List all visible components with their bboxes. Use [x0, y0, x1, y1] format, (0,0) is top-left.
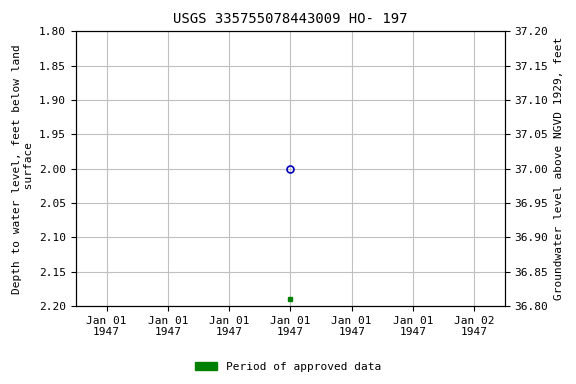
Y-axis label: Groundwater level above NGVD 1929, feet: Groundwater level above NGVD 1929, feet	[554, 37, 564, 300]
Legend: Period of approved data: Period of approved data	[191, 358, 385, 377]
Title: USGS 335755078443009 HO- 197: USGS 335755078443009 HO- 197	[173, 12, 408, 26]
Y-axis label: Depth to water level, feet below land
 surface: Depth to water level, feet below land su…	[12, 44, 33, 294]
